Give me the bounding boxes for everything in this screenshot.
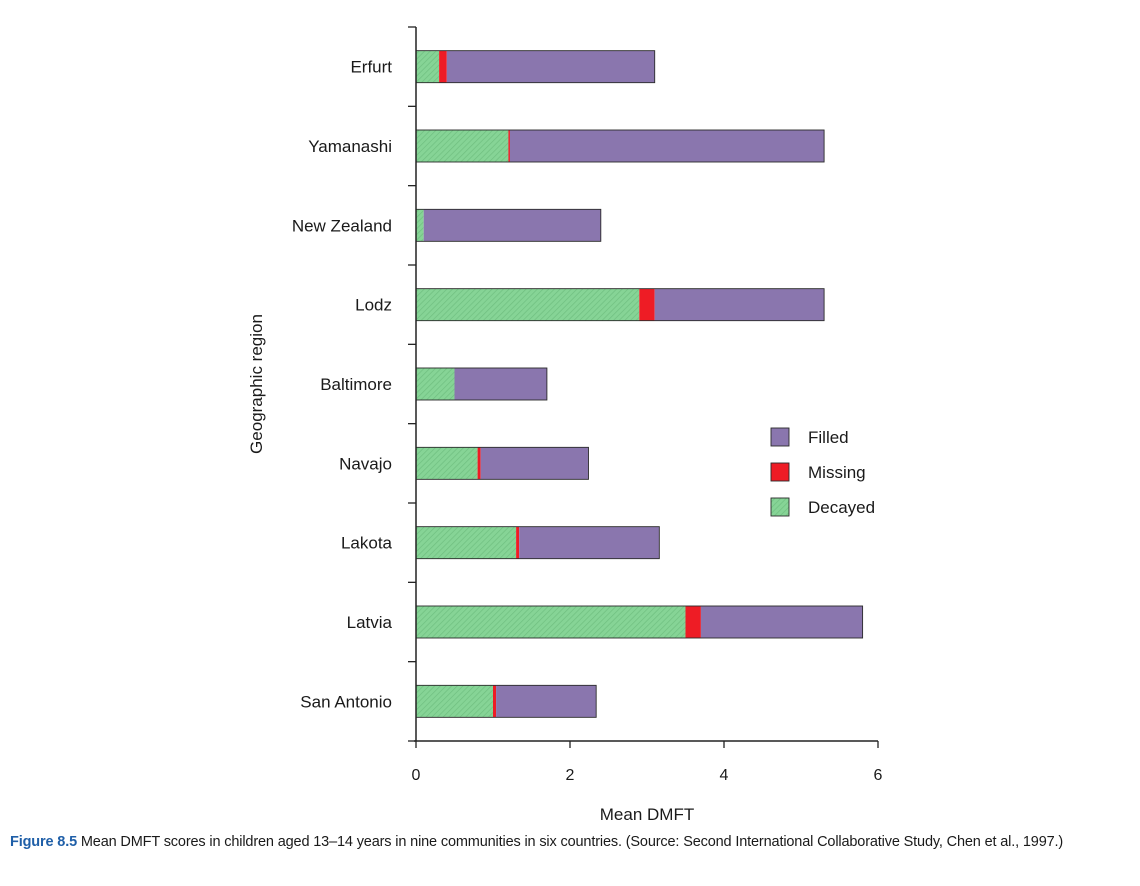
bar-segment-filled [480, 447, 589, 480]
x-tick-label: 4 [720, 767, 729, 784]
legend-label-filled: Filled [808, 428, 849, 447]
caption-text: Mean DMFT scores in children aged 13–14 … [77, 834, 1064, 850]
figure-caption: Figure 8.5 Mean DMFT scores in children … [10, 833, 1135, 852]
category-label: Erfurt [350, 58, 392, 77]
bar-segment-decayed [416, 130, 509, 162]
x-axis-ticks: 0 2 4 6 [412, 741, 883, 784]
legend-label-decayed: Decayed [808, 498, 875, 517]
bar-segment-filled [519, 526, 660, 559]
bar-group-baltimore [415, 367, 548, 401]
x-tick-label: 6 [874, 767, 883, 784]
category-label: Latvia [347, 613, 393, 632]
y-axis-ticks [408, 26, 416, 742]
bar-group-new-zealand [415, 208, 602, 242]
bar-segment-decayed [416, 447, 478, 480]
category-label: Lakota [341, 534, 393, 553]
category-label: San Antonio [300, 692, 392, 711]
bar-segment-missing [685, 606, 701, 638]
bar-segment-filled [700, 606, 863, 638]
category-label: Baltimore [320, 375, 392, 394]
category-label: Lodz [355, 296, 392, 315]
legend-label-missing: Missing [808, 463, 866, 482]
bar-segment-filled [654, 288, 825, 321]
bar-segment-decayed [416, 685, 493, 718]
bar-group-lakota [415, 526, 660, 560]
category-label: Navajo [339, 454, 392, 473]
bar-segment-decayed [416, 50, 440, 83]
legend: Filled Missing Decayed [770, 427, 875, 517]
bar-segment-missing [516, 526, 520, 559]
y-axis-title: Geographic region [247, 314, 266, 454]
bar-segment-missing [439, 50, 447, 83]
bar-group-erfurt [415, 50, 656, 84]
x-tick-label: 0 [412, 767, 421, 784]
bar-segment-filled [509, 130, 825, 162]
bar-segment-decayed [416, 209, 424, 242]
bar-segment-missing [493, 685, 497, 718]
bar-segment-decayed [416, 606, 686, 638]
x-axis-title: Mean DMFT [600, 805, 694, 824]
figure-number: Figure 8.5 [10, 834, 77, 850]
bar-group-san-antonio [415, 684, 597, 718]
bar-segment-missing [508, 130, 510, 162]
category-labels: Erfurt Yamanashi New Zealand Lodz Baltimore N… [292, 58, 393, 712]
bar-group-navajo [415, 446, 589, 480]
bar-segment-decayed [416, 288, 640, 321]
axes [414, 27, 878, 742]
legend-swatch-missing [770, 462, 790, 482]
legend-swatch-filled [770, 427, 790, 447]
bar-group-latvia [415, 605, 864, 639]
bars-layer [415, 50, 864, 718]
category-label: Yamanashi [308, 137, 392, 156]
bar-segment-missing [639, 288, 655, 321]
bar-group-lodz [415, 288, 825, 322]
bar-segment-filled [454, 368, 547, 400]
bar-segment-filled [496, 685, 597, 718]
bar-segment-filled [423, 209, 601, 242]
bar-segment-missing [477, 447, 481, 480]
category-label: New Zealand [292, 216, 392, 235]
legend-swatch-decayed [770, 497, 790, 517]
bar-group-yamanashi [415, 129, 825, 163]
x-tick-label: 2 [566, 767, 575, 784]
bar-segment-filled [446, 50, 655, 83]
bar-segment-decayed [416, 526, 517, 559]
chart: 0 2 4 6 Erfurt Yamanashi New Zealand Lodz Balti… [247, 26, 883, 824]
bar-segment-decayed [416, 368, 455, 400]
